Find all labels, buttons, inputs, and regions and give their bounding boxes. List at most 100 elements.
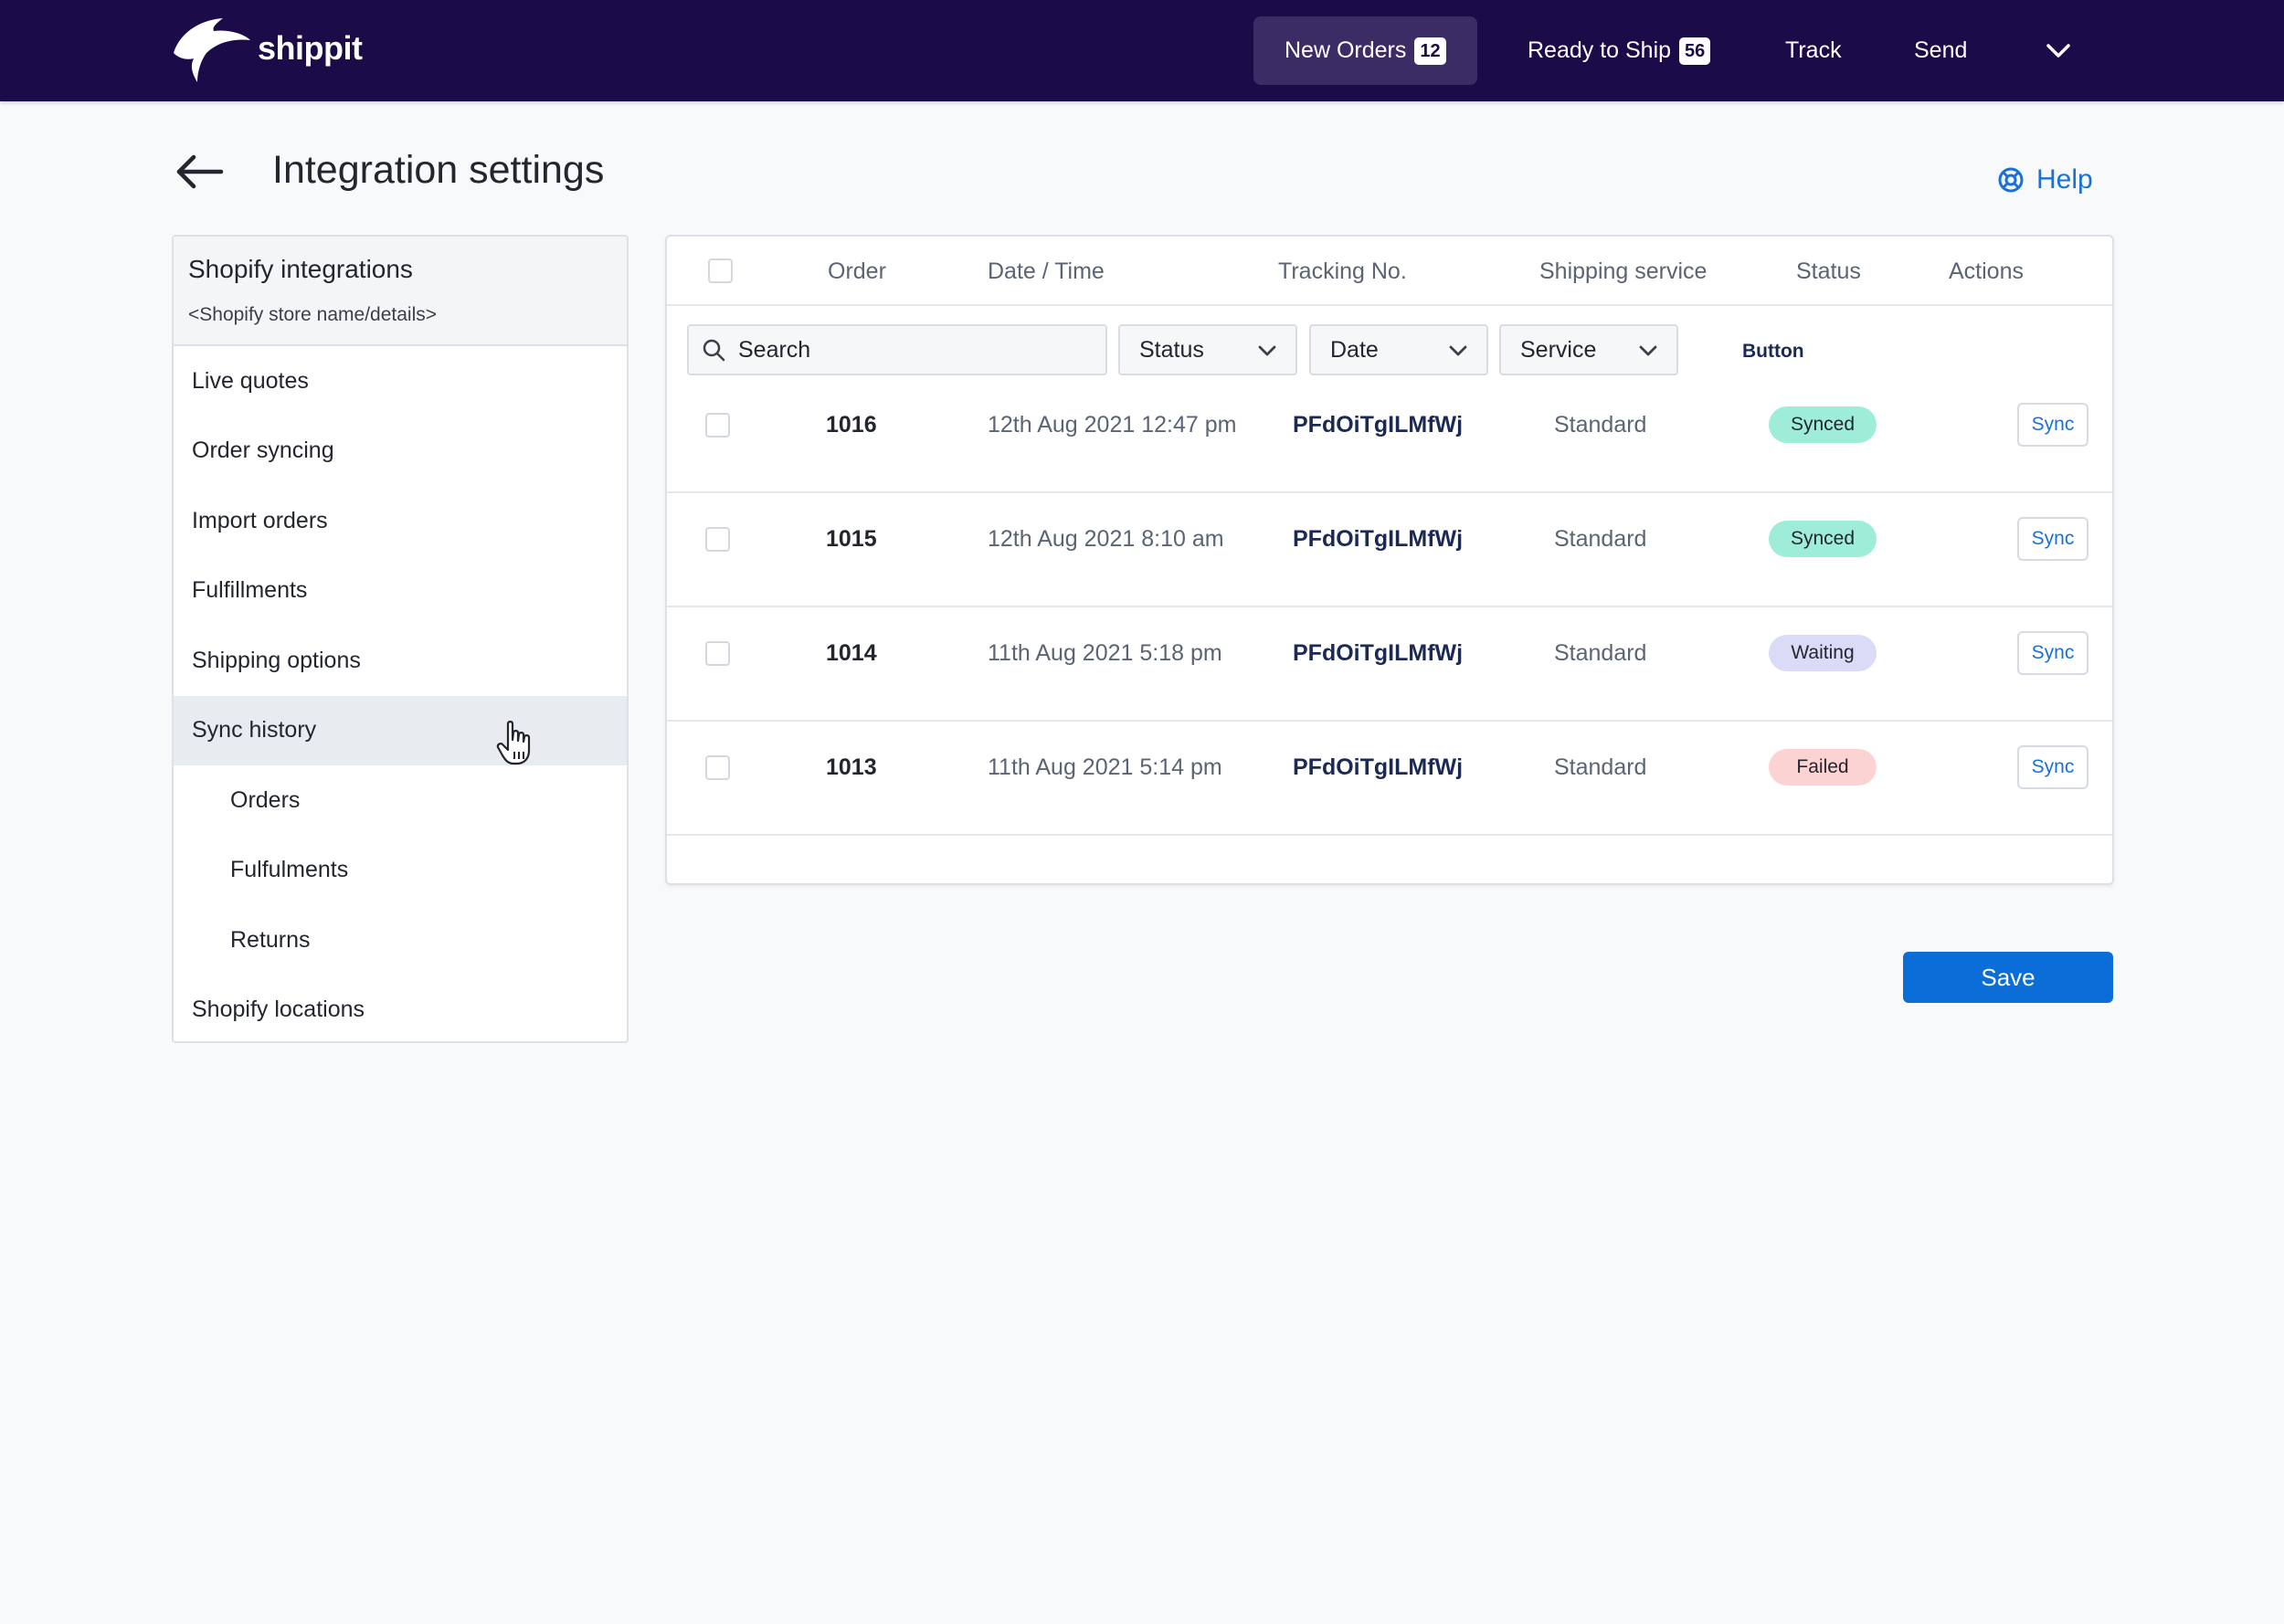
sync-button[interactable]: Sync <box>2017 631 2088 675</box>
tracking-number[interactable]: PFdOiTgILMfWj <box>1293 640 1464 666</box>
shippit-bird-icon <box>174 18 250 82</box>
nav-label: Send <box>1914 37 1968 63</box>
sidebar-item-label: Order syncing <box>192 438 334 464</box>
tracking-number[interactable]: PFdOiTgILMfWj <box>1293 754 1464 780</box>
sidebar-item-label: Orders <box>230 786 301 813</box>
table-filters: Status Date Service Button <box>667 324 2112 379</box>
select-all-checkbox[interactable] <box>708 258 733 283</box>
sidebar-item-label: Sync history <box>192 717 317 743</box>
sync-history-table: Order Date / Time Tracking No. Shipping … <box>665 235 2114 885</box>
status-badge: Synced <box>1769 406 1877 443</box>
nav-ready-to-ship[interactable]: Ready to Ship 56 <box>1496 16 1741 85</box>
table-row: 1016 12th Aug 2021 12:47 pm PFdOiTgILMfW… <box>667 379 2112 493</box>
nav-label: Track <box>1785 37 1842 63</box>
shipping-service: Standard <box>1554 526 1647 552</box>
chevron-down-icon <box>1449 345 1467 356</box>
select-label: Date <box>1330 336 1379 363</box>
status-badge: Failed <box>1769 749 1877 786</box>
settings-sidebar: Shopify integrations <Shopify store name… <box>172 235 629 1043</box>
lifebuoy-icon <box>1998 167 2024 193</box>
column-header-tracking[interactable]: Tracking No. <box>1278 258 1407 284</box>
table-row: 1015 12th Aug 2021 8:10 am PFdOiTgILMfWj… <box>667 493 2112 607</box>
chevron-down-icon <box>1639 345 1657 356</box>
search-input[interactable] <box>738 336 1085 364</box>
column-header-shipping-service[interactable]: Shipping service <box>1539 258 1708 284</box>
back-arrow-icon[interactable] <box>175 153 225 190</box>
page-title: Integration settings <box>272 148 605 192</box>
sidebar-item-fulfillments[interactable]: Fulfillments <box>174 556 627 627</box>
table-row: 1014 11th Aug 2021 5:18 pm PFdOiTgILMfWj… <box>667 607 2112 722</box>
status-filter-select[interactable]: Status <box>1118 324 1297 375</box>
column-header-actions: Actions <box>1949 258 2024 284</box>
row-checkbox[interactable] <box>705 527 730 552</box>
select-label: Status <box>1139 336 1204 363</box>
sidebar-item-fulfulments[interactable]: Fulfulments <box>174 836 627 906</box>
save-button[interactable]: Save <box>1903 952 2113 1003</box>
table-header: Order Date / Time Tracking No. Shipping … <box>667 237 2112 306</box>
row-checkbox[interactable] <box>705 413 730 438</box>
status-badge: Synced <box>1769 521 1877 557</box>
sidebar-item-orders[interactable]: Orders <box>174 765 627 836</box>
count-badge: 56 <box>1679 37 1711 65</box>
order-datetime: 12th Aug 2021 8:10 am <box>988 526 1224 552</box>
sidebar-item-import-orders[interactable]: Import orders <box>174 486 627 556</box>
order-datetime: 11th Aug 2021 5:18 pm <box>988 640 1222 666</box>
sync-button[interactable]: Sync <box>2017 403 2088 447</box>
column-header-status[interactable]: Status <box>1796 258 1861 284</box>
tracking-number[interactable]: PFdOiTgILMfWj <box>1293 412 1464 438</box>
search-box[interactable] <box>687 324 1107 375</box>
count-badge: 12 <box>1414 37 1446 65</box>
sidebar-item-label: Shopify locations <box>192 997 365 1023</box>
order-datetime: 11th Aug 2021 5:14 pm <box>988 754 1222 780</box>
order-number[interactable]: 1014 <box>826 640 877 666</box>
sidebar-item-label: Fulfillments <box>192 577 308 604</box>
sync-button[interactable]: Sync <box>2017 745 2088 789</box>
top-navigation-bar: shippit New Orders 12 Ready to Ship 56 T… <box>0 0 2284 101</box>
nav-track[interactable]: Track <box>1754 16 1873 85</box>
shipping-service: Standard <box>1554 412 1647 438</box>
sidebar-header: Shopify integrations <Shopify store name… <box>174 237 627 346</box>
date-filter-select[interactable]: Date <box>1309 324 1488 375</box>
help-link[interactable]: Help <box>1997 164 2093 195</box>
order-number[interactable]: 1016 <box>826 412 877 438</box>
order-datetime: 12th Aug 2021 12:47 pm <box>988 412 1237 438</box>
select-label: Service <box>1520 336 1597 363</box>
sidebar-item-label: Shipping options <box>192 647 361 673</box>
sidebar-item-label: Returns <box>230 926 311 953</box>
shipping-service: Standard <box>1554 640 1647 666</box>
nav-send[interactable]: Send <box>1883 16 1998 85</box>
sync-button[interactable]: Sync <box>2017 517 2088 561</box>
sidebar-item-shopify-locations[interactable]: Shopify locations <box>174 975 627 1042</box>
order-number[interactable]: 1013 <box>826 754 877 780</box>
sidebar-item-label: Live quotes <box>192 367 309 394</box>
sidebar-title: Shopify integrations <box>188 255 413 283</box>
store-details: <Shopify store name/details> <box>188 304 437 325</box>
row-checkbox[interactable] <box>705 755 730 780</box>
sidebar-item-live-quotes[interactable]: Live quotes <box>174 346 627 417</box>
chevron-down-icon <box>1258 345 1276 356</box>
table-row: 1013 11th Aug 2021 5:14 pm PFdOiTgILMfWj… <box>667 722 2112 836</box>
column-header-date-time[interactable]: Date / Time <box>988 258 1105 284</box>
hand-pointer-icon <box>496 720 531 765</box>
sidebar-item-returns[interactable]: Returns <box>174 905 627 975</box>
help-label: Help <box>2036 164 2093 195</box>
sidebar-item-label: Import orders <box>192 507 328 533</box>
row-checkbox[interactable] <box>705 641 730 666</box>
nav-label: Ready to Ship <box>1528 37 1672 63</box>
search-icon <box>703 339 725 362</box>
sidebar-item-shipping-options[interactable]: Shipping options <box>174 626 627 696</box>
brand-name: shippit <box>258 29 363 67</box>
tracking-number[interactable]: PFdOiTgILMfWj <box>1293 526 1464 552</box>
brand-logo[interactable]: shippit <box>170 16 363 84</box>
order-number[interactable]: 1015 <box>826 526 877 552</box>
sidebar-item-order-syncing[interactable]: Order syncing <box>174 417 627 487</box>
nav-label: New Orders <box>1285 37 1407 63</box>
service-filter-select[interactable]: Service <box>1499 324 1678 375</box>
column-header-order[interactable]: Order <box>828 258 886 284</box>
filter-action-button[interactable]: Button <box>1742 341 1804 362</box>
sidebar-item-sync-history[interactable]: Sync history <box>174 695 627 765</box>
sidebar-item-label: Fulfulments <box>230 857 349 883</box>
chevron-down-icon[interactable] <box>2040 33 2077 69</box>
shipping-service: Standard <box>1554 754 1647 780</box>
nav-new-orders[interactable]: New Orders 12 <box>1253 16 1477 85</box>
